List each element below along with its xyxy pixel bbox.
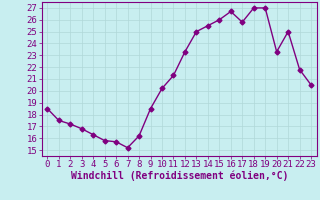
X-axis label: Windchill (Refroidissement éolien,°C): Windchill (Refroidissement éolien,°C) bbox=[70, 171, 288, 181]
